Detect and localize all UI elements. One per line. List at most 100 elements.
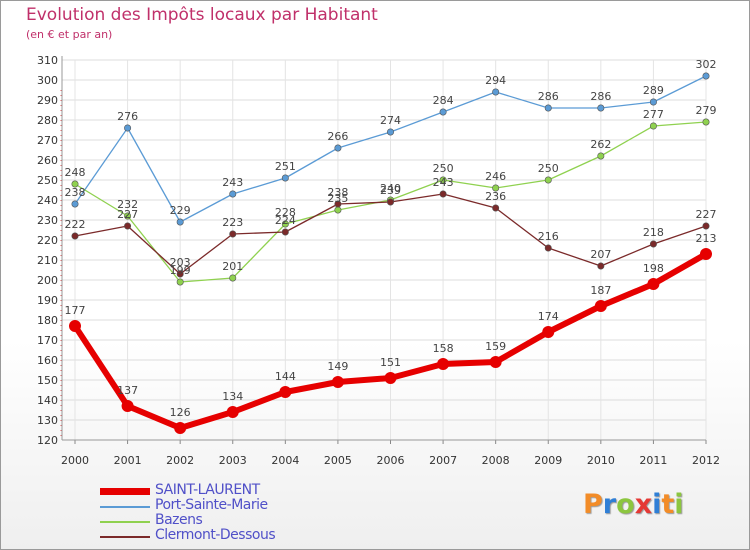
data-point: [281, 220, 289, 228]
x-tick-label: 2009: [534, 454, 562, 467]
data-point: [702, 72, 710, 80]
legend-label: Clermont-Dessous: [155, 527, 276, 543]
data-point: [649, 240, 657, 248]
data-label: 126: [170, 406, 191, 419]
data-label: 223: [222, 216, 243, 229]
y-axis: 120 130 140 150 160 170 180 190 200 210 220 230 240 2…: [37, 54, 63, 447]
data-label: 151: [380, 356, 401, 369]
legend-item: Clermont-Dessous: [100, 527, 360, 544]
data-label: 294: [485, 74, 506, 87]
data-label: 174: [538, 310, 559, 323]
data-label: 134: [222, 390, 243, 403]
data-point: [439, 108, 447, 116]
legend-swatch: [100, 488, 150, 495]
data-label: 284: [433, 94, 454, 107]
data-point: [489, 356, 502, 368]
series-port-sainte-marie: [71, 72, 710, 226]
legend-item: Port-Sainte-Marie: [100, 497, 360, 514]
logo-letter: i: [652, 489, 662, 520]
data-label: 236: [485, 190, 506, 203]
logo-letter: o: [616, 489, 635, 520]
data-point: [71, 232, 79, 240]
x-tick-label: 2002: [166, 454, 194, 467]
y-tick-label: 290: [37, 94, 58, 107]
legend-label: Port-Sainte-Marie: [155, 497, 268, 513]
data-point: [281, 174, 289, 182]
data-point: [544, 176, 552, 184]
chart-title: Evolution des Impôts locaux par Habitant: [26, 5, 378, 25]
x-tick-label: 2005: [324, 454, 352, 467]
data-point: [334, 206, 342, 214]
data-label: 240: [380, 182, 401, 195]
x-tick-label: 2010: [587, 454, 615, 467]
data-label: 239: [380, 184, 401, 197]
legend-item: SAINT-LAURENT: [100, 482, 360, 499]
data-label: 218: [643, 226, 664, 239]
y-tick-label: 190: [37, 294, 58, 307]
data-label: 277: [643, 108, 664, 121]
y-tick-label: 130: [37, 414, 58, 427]
data-point: [124, 222, 132, 230]
data-label: 144: [275, 370, 296, 383]
data-label: 262: [590, 138, 611, 151]
x-tick-label: 2006: [377, 454, 405, 467]
y-tick-label: 140: [37, 394, 58, 407]
data-point: [439, 190, 447, 198]
data-label: 187: [590, 284, 611, 297]
data-point: [334, 200, 342, 208]
proxiti-logo: Proxiti: [583, 489, 684, 520]
data-label: 227: [117, 208, 138, 221]
data-point: [544, 244, 552, 252]
data-point: [544, 104, 552, 112]
data-label: 229: [170, 204, 191, 217]
data-label: 199: [170, 264, 191, 277]
data-point: [597, 104, 605, 112]
data-point: [176, 270, 184, 278]
data-label: 207: [590, 248, 611, 261]
data-label: 286: [590, 90, 611, 103]
data-point: [492, 88, 500, 96]
x-tick-label: 2004: [271, 454, 299, 467]
data-label: 289: [643, 84, 664, 97]
series-layer: [69, 72, 712, 434]
data-point: [279, 386, 292, 398]
data-label: 198: [643, 262, 664, 275]
y-tick-label: 210: [37, 254, 58, 267]
data-point: [597, 262, 605, 270]
data-point: [597, 152, 605, 160]
data-label: 232: [117, 198, 138, 211]
data-point: [121, 400, 134, 412]
data-label: 243: [222, 176, 243, 189]
legend: SAINT-LAURENT Port-Sainte-Marie Bazens Cler…: [100, 482, 360, 544]
y-tick-label: 270: [37, 134, 58, 147]
y-tick-label: 120: [37, 434, 58, 447]
data-point: [437, 358, 450, 370]
logo-letter: t: [661, 489, 675, 520]
legend-swatch: [100, 521, 150, 523]
data-label: 228: [275, 206, 296, 219]
data-point: [229, 274, 237, 282]
data-label: 158: [433, 342, 454, 355]
data-label: 216: [538, 230, 559, 243]
y-tick-label: 180: [37, 314, 58, 327]
x-tick-label: 2007: [429, 454, 457, 467]
data-point: [124, 124, 132, 132]
data-point: [384, 372, 397, 384]
data-label: 250: [538, 162, 559, 175]
x-tick-label: 2000: [61, 454, 89, 467]
data-point: [174, 422, 187, 434]
logo-letter: i: [674, 489, 684, 520]
data-label: 243: [433, 176, 454, 189]
legend-item: Bazens: [100, 512, 360, 529]
data-point: [492, 184, 500, 192]
data-point: [492, 204, 500, 212]
y-tick-label: 310: [37, 54, 58, 67]
series-clermont-dessous: [71, 190, 710, 278]
data-label: 250: [433, 162, 454, 175]
x-axis: 2000 2001 2002 2003 2004 2005 2006 2007 2008 2009…: [61, 439, 720, 467]
data-label: 276: [117, 110, 138, 123]
data-label: 235: [327, 192, 348, 205]
data-label: 213: [696, 232, 717, 245]
legend-swatch: [100, 506, 150, 508]
data-point: [542, 326, 555, 338]
